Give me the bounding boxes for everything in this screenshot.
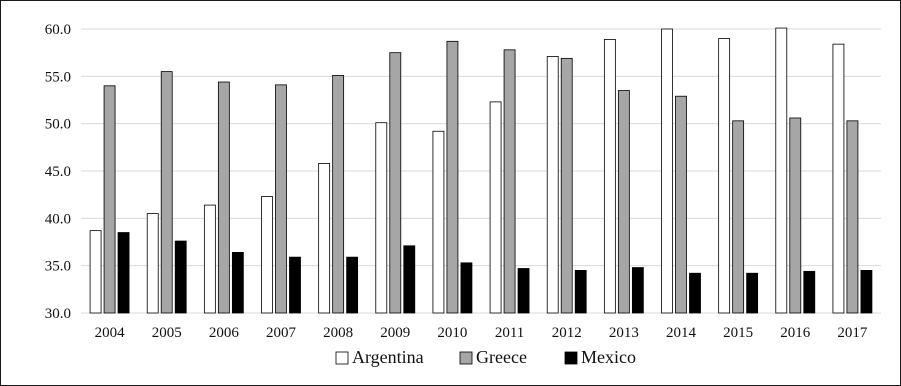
bar-mexico-2013 bbox=[631, 267, 644, 314]
legend-swatch-mexico bbox=[564, 351, 578, 365]
y-axis-ticks: 30.0 35.0 40.0 45.0 50.0 55.0 60.0 bbox=[45, 22, 71, 322]
bar-argentina-2008 bbox=[318, 163, 331, 314]
bar-argentina-2005 bbox=[146, 213, 159, 314]
bar-greece-2006 bbox=[217, 81, 230, 314]
bar-greece-2012 bbox=[560, 57, 573, 314]
x-tick-label: 2007 bbox=[266, 325, 297, 341]
x-tick-label: 2005 bbox=[152, 325, 182, 341]
gridlines bbox=[81, 28, 881, 314]
bar-mexico-2009 bbox=[403, 245, 416, 314]
x-tick-label: 2004 bbox=[95, 325, 126, 341]
bar-argentina-2017 bbox=[832, 43, 845, 314]
x-tick-label: 2014 bbox=[666, 325, 697, 341]
legend-swatch-greece bbox=[459, 351, 473, 365]
bar-greece-2007 bbox=[275, 84, 287, 314]
x-tick-label: 2010 bbox=[437, 325, 467, 341]
bar-greece-2011 bbox=[503, 49, 516, 314]
y-tick-label: 55.0 bbox=[45, 69, 71, 85]
legend-label-mexico: Mexico bbox=[581, 347, 636, 367]
bar-mexico-2005 bbox=[174, 240, 187, 314]
y-tick-label: 45.0 bbox=[45, 164, 71, 180]
bar-mexico-2017 bbox=[860, 269, 873, 314]
x-tick-label: 2008 bbox=[323, 325, 353, 341]
bar-argentina-2015 bbox=[718, 38, 731, 314]
y-tick-label: 35.0 bbox=[45, 259, 71, 275]
bar-argentina-2013 bbox=[603, 39, 616, 314]
bar-greece-2016 bbox=[789, 117, 802, 314]
x-axis-ticks: 2004 2005 2006 2007 2008 2009 2010 2011 2012 2013… bbox=[95, 325, 868, 341]
y-tick-label: 60.0 bbox=[45, 22, 71, 38]
x-tick-label: 2009 bbox=[380, 325, 410, 341]
bar-mexico-2015 bbox=[746, 272, 759, 314]
bar-greece-2013 bbox=[617, 90, 630, 314]
bar-mexico-2008 bbox=[346, 256, 359, 314]
x-tick-label: 2011 bbox=[495, 325, 524, 341]
x-tick-label: 2016 bbox=[780, 325, 811, 341]
bar-argentina-2010 bbox=[432, 130, 445, 314]
y-tick-label: 40.0 bbox=[45, 211, 71, 227]
bar-mexico-2012 bbox=[574, 269, 587, 314]
bar-argentina-2012 bbox=[546, 56, 559, 314]
bar-greece-2015 bbox=[732, 120, 745, 314]
x-tick-label: 2017 bbox=[837, 325, 868, 341]
bar-greece-2004 bbox=[103, 85, 116, 314]
bar-argentina-2016 bbox=[775, 27, 788, 314]
bar-mexico-2010 bbox=[460, 262, 473, 314]
bar-greece-2008 bbox=[332, 74, 345, 314]
bar-mexico-2007 bbox=[289, 256, 301, 314]
bar-greece-2005 bbox=[160, 71, 173, 314]
bar-greece-2014 bbox=[675, 95, 687, 314]
bar-mexico-2011 bbox=[517, 268, 530, 314]
legend-label-greece: Greece bbox=[476, 347, 527, 367]
bar-argentina-2004 bbox=[89, 230, 102, 314]
bars bbox=[89, 27, 873, 314]
y-tick-label: 50.0 bbox=[45, 117, 71, 133]
x-tick-label: 2012 bbox=[552, 325, 582, 341]
x-tick-label: 2013 bbox=[609, 325, 639, 341]
bar-argentina-2011 bbox=[489, 101, 502, 314]
legend-swatch-argentina bbox=[335, 351, 349, 365]
bar-argentina-2009 bbox=[375, 122, 388, 314]
bar-argentina-2006 bbox=[203, 204, 216, 314]
y-tick-label: 30.0 bbox=[45, 306, 71, 322]
bar-greece-2010 bbox=[446, 40, 459, 314]
bar-argentina-2007 bbox=[261, 196, 273, 314]
bar-mexico-2006 bbox=[231, 252, 244, 314]
bar-greece-2017 bbox=[846, 120, 859, 314]
x-tick-label: 2015 bbox=[723, 325, 753, 341]
x-tick-label: 2006 bbox=[209, 325, 240, 341]
bar-greece-2009 bbox=[389, 52, 402, 314]
legend-label-argentina: Argentina bbox=[352, 347, 424, 367]
bar-mexico-2016 bbox=[803, 270, 816, 314]
legend: Argentina Greece Mexico bbox=[335, 347, 636, 367]
bar-mexico-2014 bbox=[689, 272, 701, 314]
bar-mexico-2004 bbox=[117, 232, 130, 314]
bar-argentina-2014 bbox=[661, 28, 673, 314]
